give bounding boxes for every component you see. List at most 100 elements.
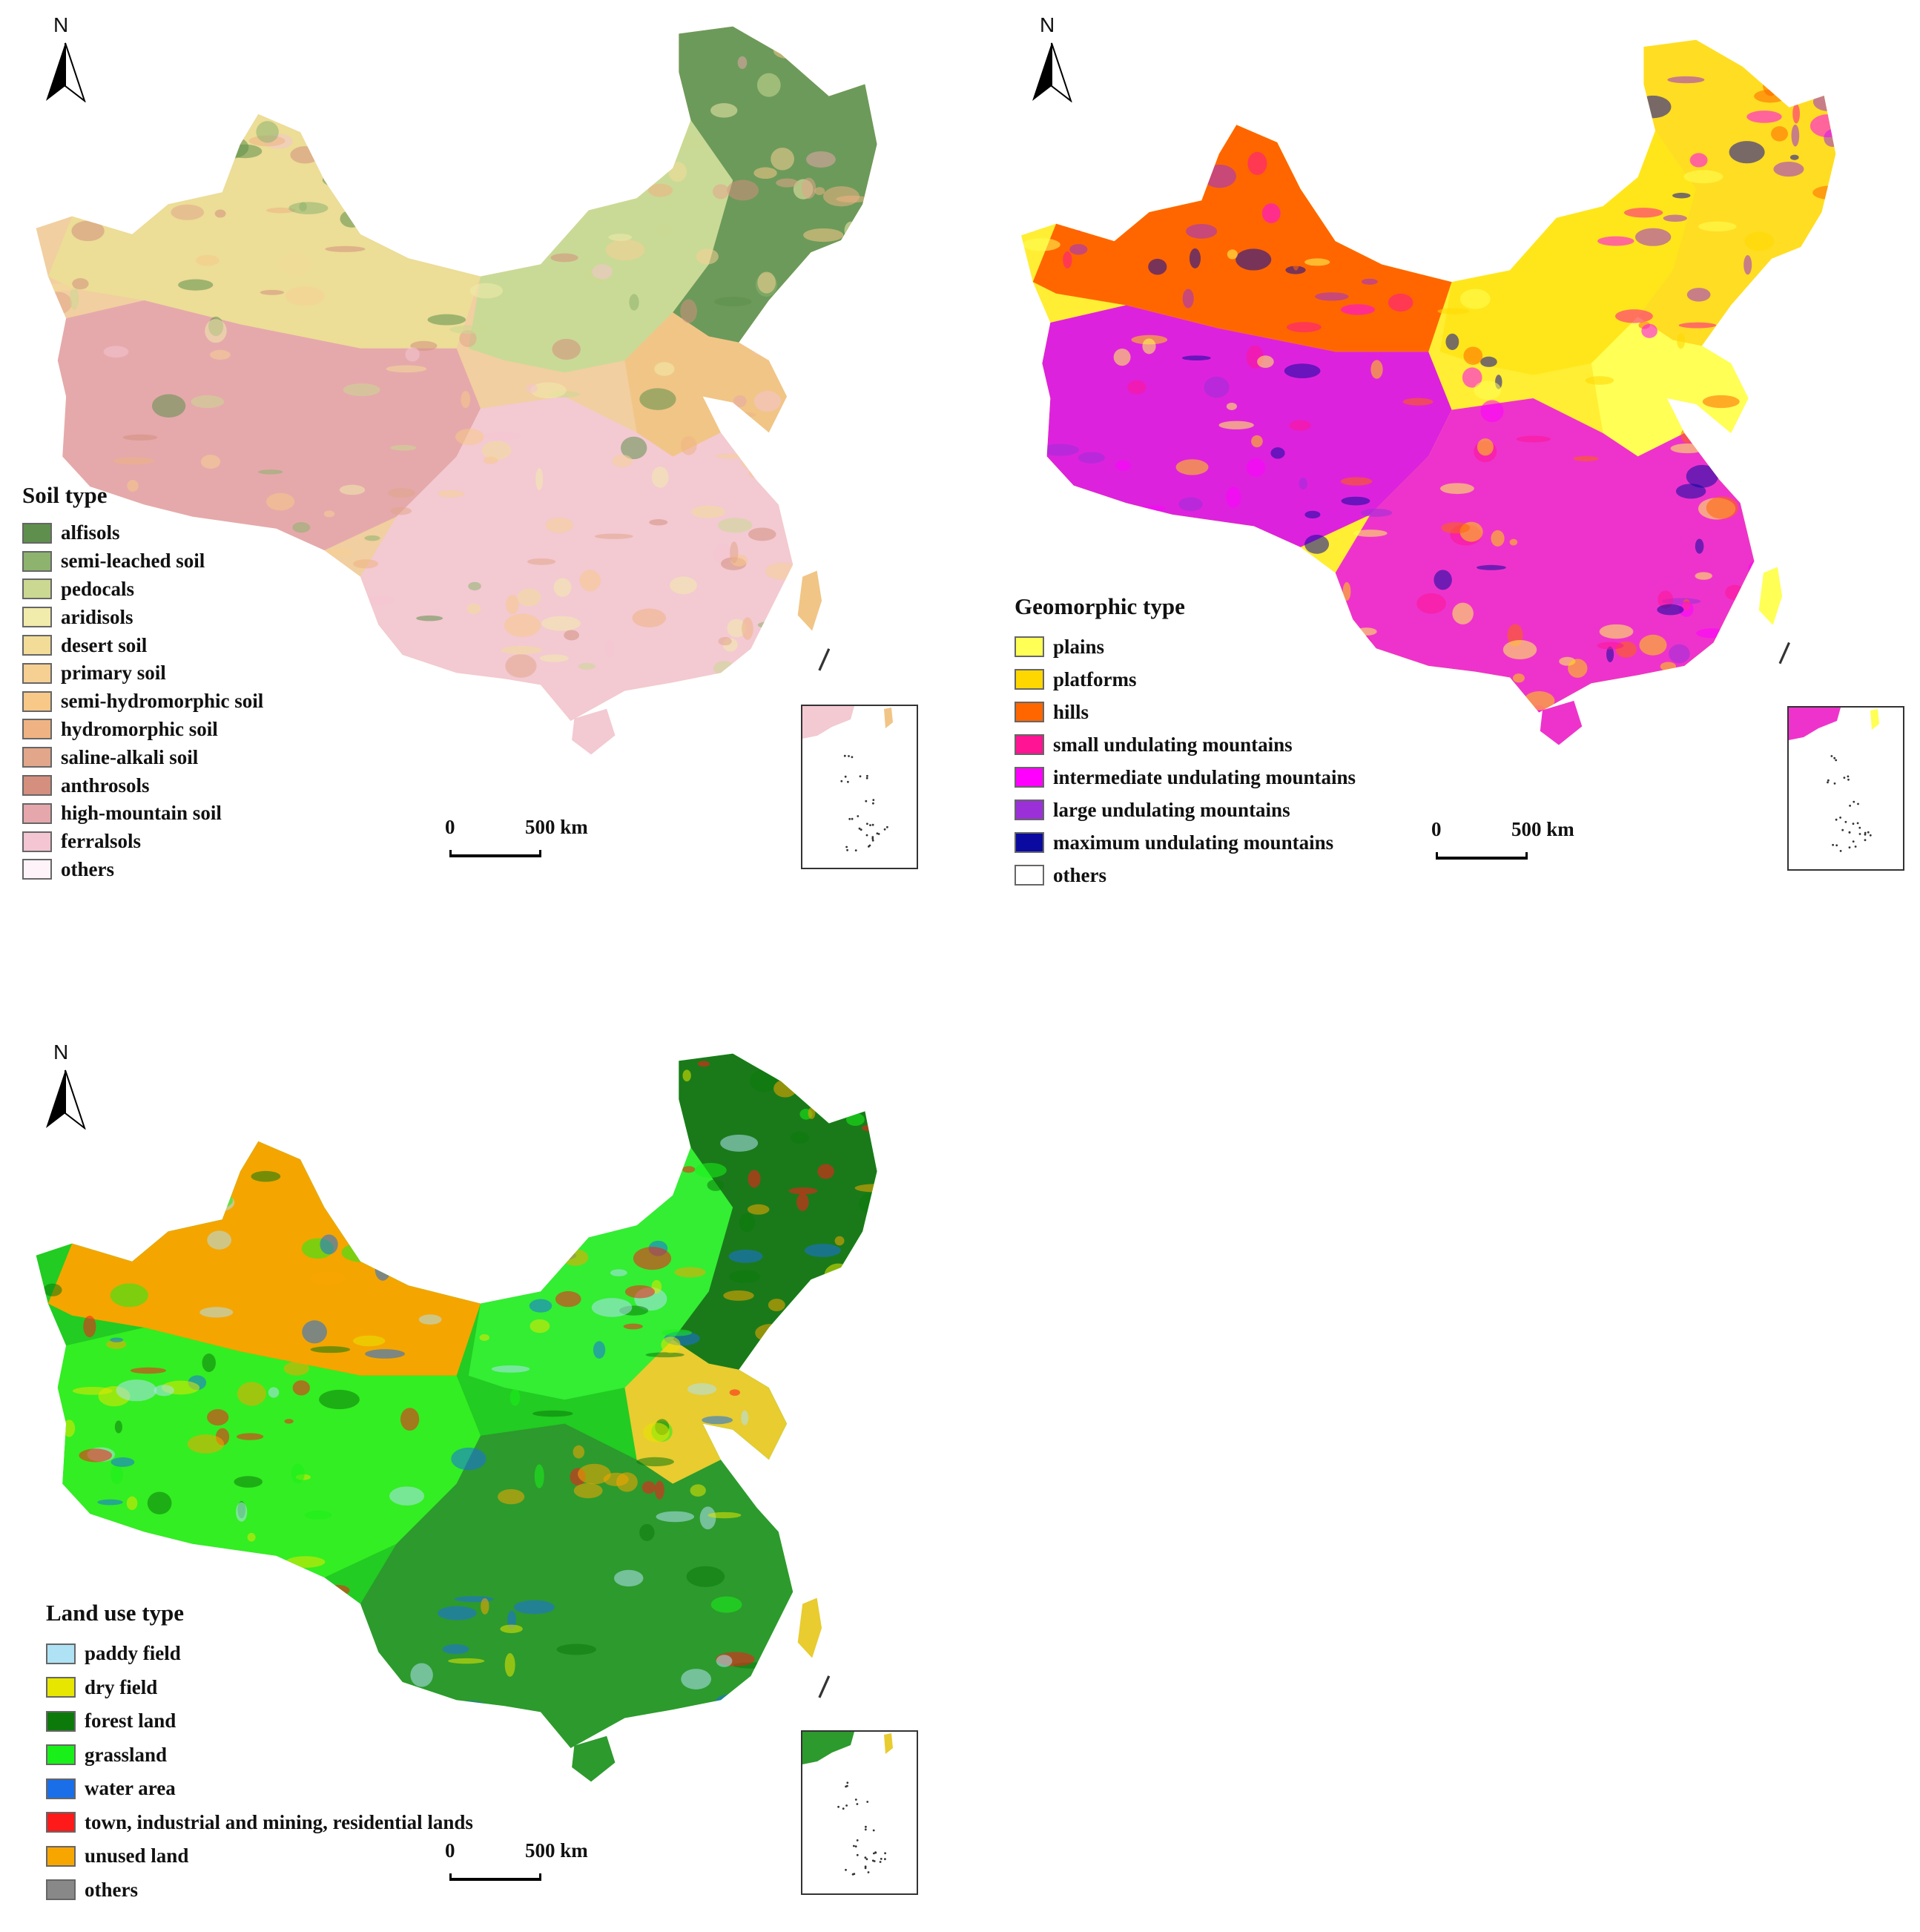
map-texture bbox=[425, 99, 452, 113]
map-texture bbox=[110, 1457, 135, 1467]
map-texture bbox=[1760, 401, 1777, 421]
map-texture bbox=[840, 1508, 873, 1515]
map-texture bbox=[1494, 698, 1520, 710]
map-texture bbox=[1568, 659, 1588, 678]
map-texture bbox=[707, 1511, 742, 1519]
map-texture bbox=[624, 1285, 656, 1299]
map-texture bbox=[291, 1463, 305, 1484]
map-texture bbox=[442, 1644, 469, 1655]
taiwan-island bbox=[1758, 567, 1783, 625]
map-texture bbox=[464, 207, 492, 225]
map-texture bbox=[501, 645, 542, 655]
map-texture bbox=[632, 608, 667, 627]
geomorphic-legend: Geomorphic type plains platforms hills smal… bbox=[1015, 593, 1356, 891]
map-texture bbox=[284, 1419, 294, 1424]
map-texture bbox=[368, 104, 388, 128]
map-texture bbox=[110, 1337, 124, 1342]
map-texture bbox=[1696, 628, 1728, 639]
map-texture bbox=[191, 395, 224, 409]
map-texture bbox=[505, 1227, 538, 1243]
legend-label: hills bbox=[1053, 700, 1089, 723]
inset-island-dot bbox=[1827, 781, 1829, 784]
legend-label: hydromorphic soil bbox=[61, 717, 218, 740]
map-texture bbox=[1745, 306, 1757, 317]
map-texture bbox=[1289, 420, 1311, 431]
map-texture bbox=[639, 1523, 655, 1541]
map-texture bbox=[844, 221, 858, 240]
map-texture bbox=[691, 505, 725, 518]
map-texture bbox=[99, 33, 135, 56]
map-texture bbox=[1445, 333, 1459, 351]
map-texture bbox=[1078, 452, 1105, 464]
map-texture bbox=[730, 541, 739, 564]
map-texture bbox=[1597, 642, 1624, 650]
map-texture bbox=[1204, 376, 1230, 398]
inset-island-dot bbox=[873, 1860, 876, 1862]
map-texture bbox=[339, 484, 366, 495]
map-texture bbox=[835, 264, 853, 285]
map-texture bbox=[1480, 400, 1504, 423]
map-texture bbox=[1257, 355, 1274, 369]
map-texture bbox=[1226, 487, 1241, 508]
map-texture bbox=[199, 1307, 234, 1318]
map-texture bbox=[1388, 293, 1413, 312]
map-texture bbox=[1754, 89, 1787, 103]
map-texture bbox=[1032, 567, 1046, 582]
legend-item: semi-hydromorphic soil bbox=[22, 688, 263, 716]
legend-swatch bbox=[22, 578, 52, 600]
inset-island-dot bbox=[1852, 840, 1855, 843]
map-texture bbox=[1480, 356, 1497, 367]
map-texture bbox=[56, 1575, 93, 1589]
map-texture bbox=[1250, 87, 1290, 106]
map-texture bbox=[664, 136, 704, 151]
map-texture bbox=[1669, 644, 1690, 664]
legend-swatch bbox=[22, 522, 52, 544]
inset-island-dot bbox=[871, 836, 874, 838]
map-texture bbox=[1449, 55, 1488, 67]
map-texture bbox=[578, 662, 596, 670]
legend-swatch bbox=[1015, 702, 1044, 722]
map-texture bbox=[553, 578, 572, 597]
map-texture bbox=[127, 480, 139, 492]
map-texture bbox=[844, 1080, 858, 1103]
inset-island-dot bbox=[860, 828, 862, 831]
legend-item: dry field bbox=[46, 1671, 473, 1705]
legend-item: desert soil bbox=[22, 631, 263, 659]
legend-swatch bbox=[22, 635, 52, 656]
map-texture bbox=[1112, 116, 1140, 136]
legend-swatch bbox=[22, 802, 52, 824]
map-texture bbox=[1451, 114, 1482, 127]
map-texture bbox=[782, 356, 800, 366]
legend-swatch bbox=[1015, 669, 1044, 690]
map-texture bbox=[1028, 141, 1052, 154]
map-texture bbox=[720, 1134, 759, 1152]
inset-island-dot bbox=[1864, 839, 1867, 842]
map-texture bbox=[648, 694, 687, 701]
legend-label: semi-hydromorphic soil bbox=[61, 690, 264, 713]
map-texture bbox=[150, 1190, 160, 1207]
map-texture bbox=[1474, 380, 1502, 400]
map-texture bbox=[686, 1566, 725, 1587]
map-texture bbox=[1744, 231, 1775, 251]
map-texture bbox=[418, 1314, 442, 1325]
legend-swatch bbox=[1015, 734, 1044, 755]
map-texture bbox=[534, 1739, 546, 1749]
legend-swatch bbox=[46, 1710, 76, 1732]
map-texture bbox=[1510, 712, 1546, 713]
scale-zero-label: 0 bbox=[445, 1839, 455, 1862]
map-texture bbox=[247, 1532, 256, 1542]
map-texture bbox=[279, 252, 311, 276]
inset-island-dot bbox=[1854, 845, 1857, 848]
map-texture bbox=[748, 468, 759, 478]
map-texture bbox=[636, 1457, 674, 1467]
map-texture bbox=[654, 1195, 666, 1202]
map-texture bbox=[148, 190, 174, 199]
inset-island-dot bbox=[854, 1845, 857, 1847]
legend-item: unused land bbox=[46, 1839, 473, 1873]
legend-swatch bbox=[22, 859, 52, 880]
map-texture bbox=[387, 408, 400, 415]
map-texture bbox=[63, 1420, 76, 1437]
map-texture bbox=[750, 334, 767, 355]
map-texture bbox=[311, 630, 337, 636]
map-texture bbox=[308, 114, 338, 122]
